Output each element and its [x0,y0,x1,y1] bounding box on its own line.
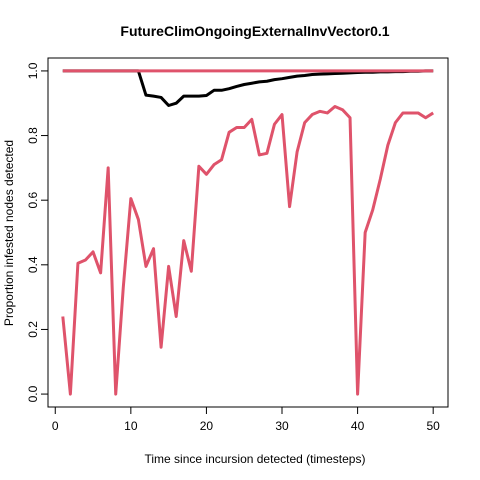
y-tick-label: 1.0 [26,62,40,79]
series-pink-line [61,104,434,396]
y-tick-label: 0.8 [26,127,40,144]
y-axis-label: Proportion infested nodes detected [2,140,16,326]
x-axis: 0 10 20 30 40 50 [52,407,440,433]
x-tick-label: 10 [124,419,138,433]
x-tick-label: 50 [427,419,441,433]
chart-title: FutureClimOngoingExternalInvVector0.1 [120,23,389,39]
x-tick-label: 0 [52,419,59,433]
y-tick-label: 0.6 [26,192,40,209]
x-axis-label: Time since incursion detected (timesteps… [145,452,366,466]
y-tick-label: 0.2 [26,321,40,338]
y-axis: 0.0 0.2 0.4 0.6 0.8 1.0 [26,62,48,402]
series-black-line [62,69,434,107]
y-tick-label: 0.4 [26,256,40,273]
plot-frame [47,57,449,408]
x-tick-label: 20 [200,419,214,433]
x-tick-label: 30 [275,419,289,433]
x-tick-label: 40 [351,419,365,433]
y-tick-label: 0.0 [26,385,40,402]
series-layer [61,69,434,396]
